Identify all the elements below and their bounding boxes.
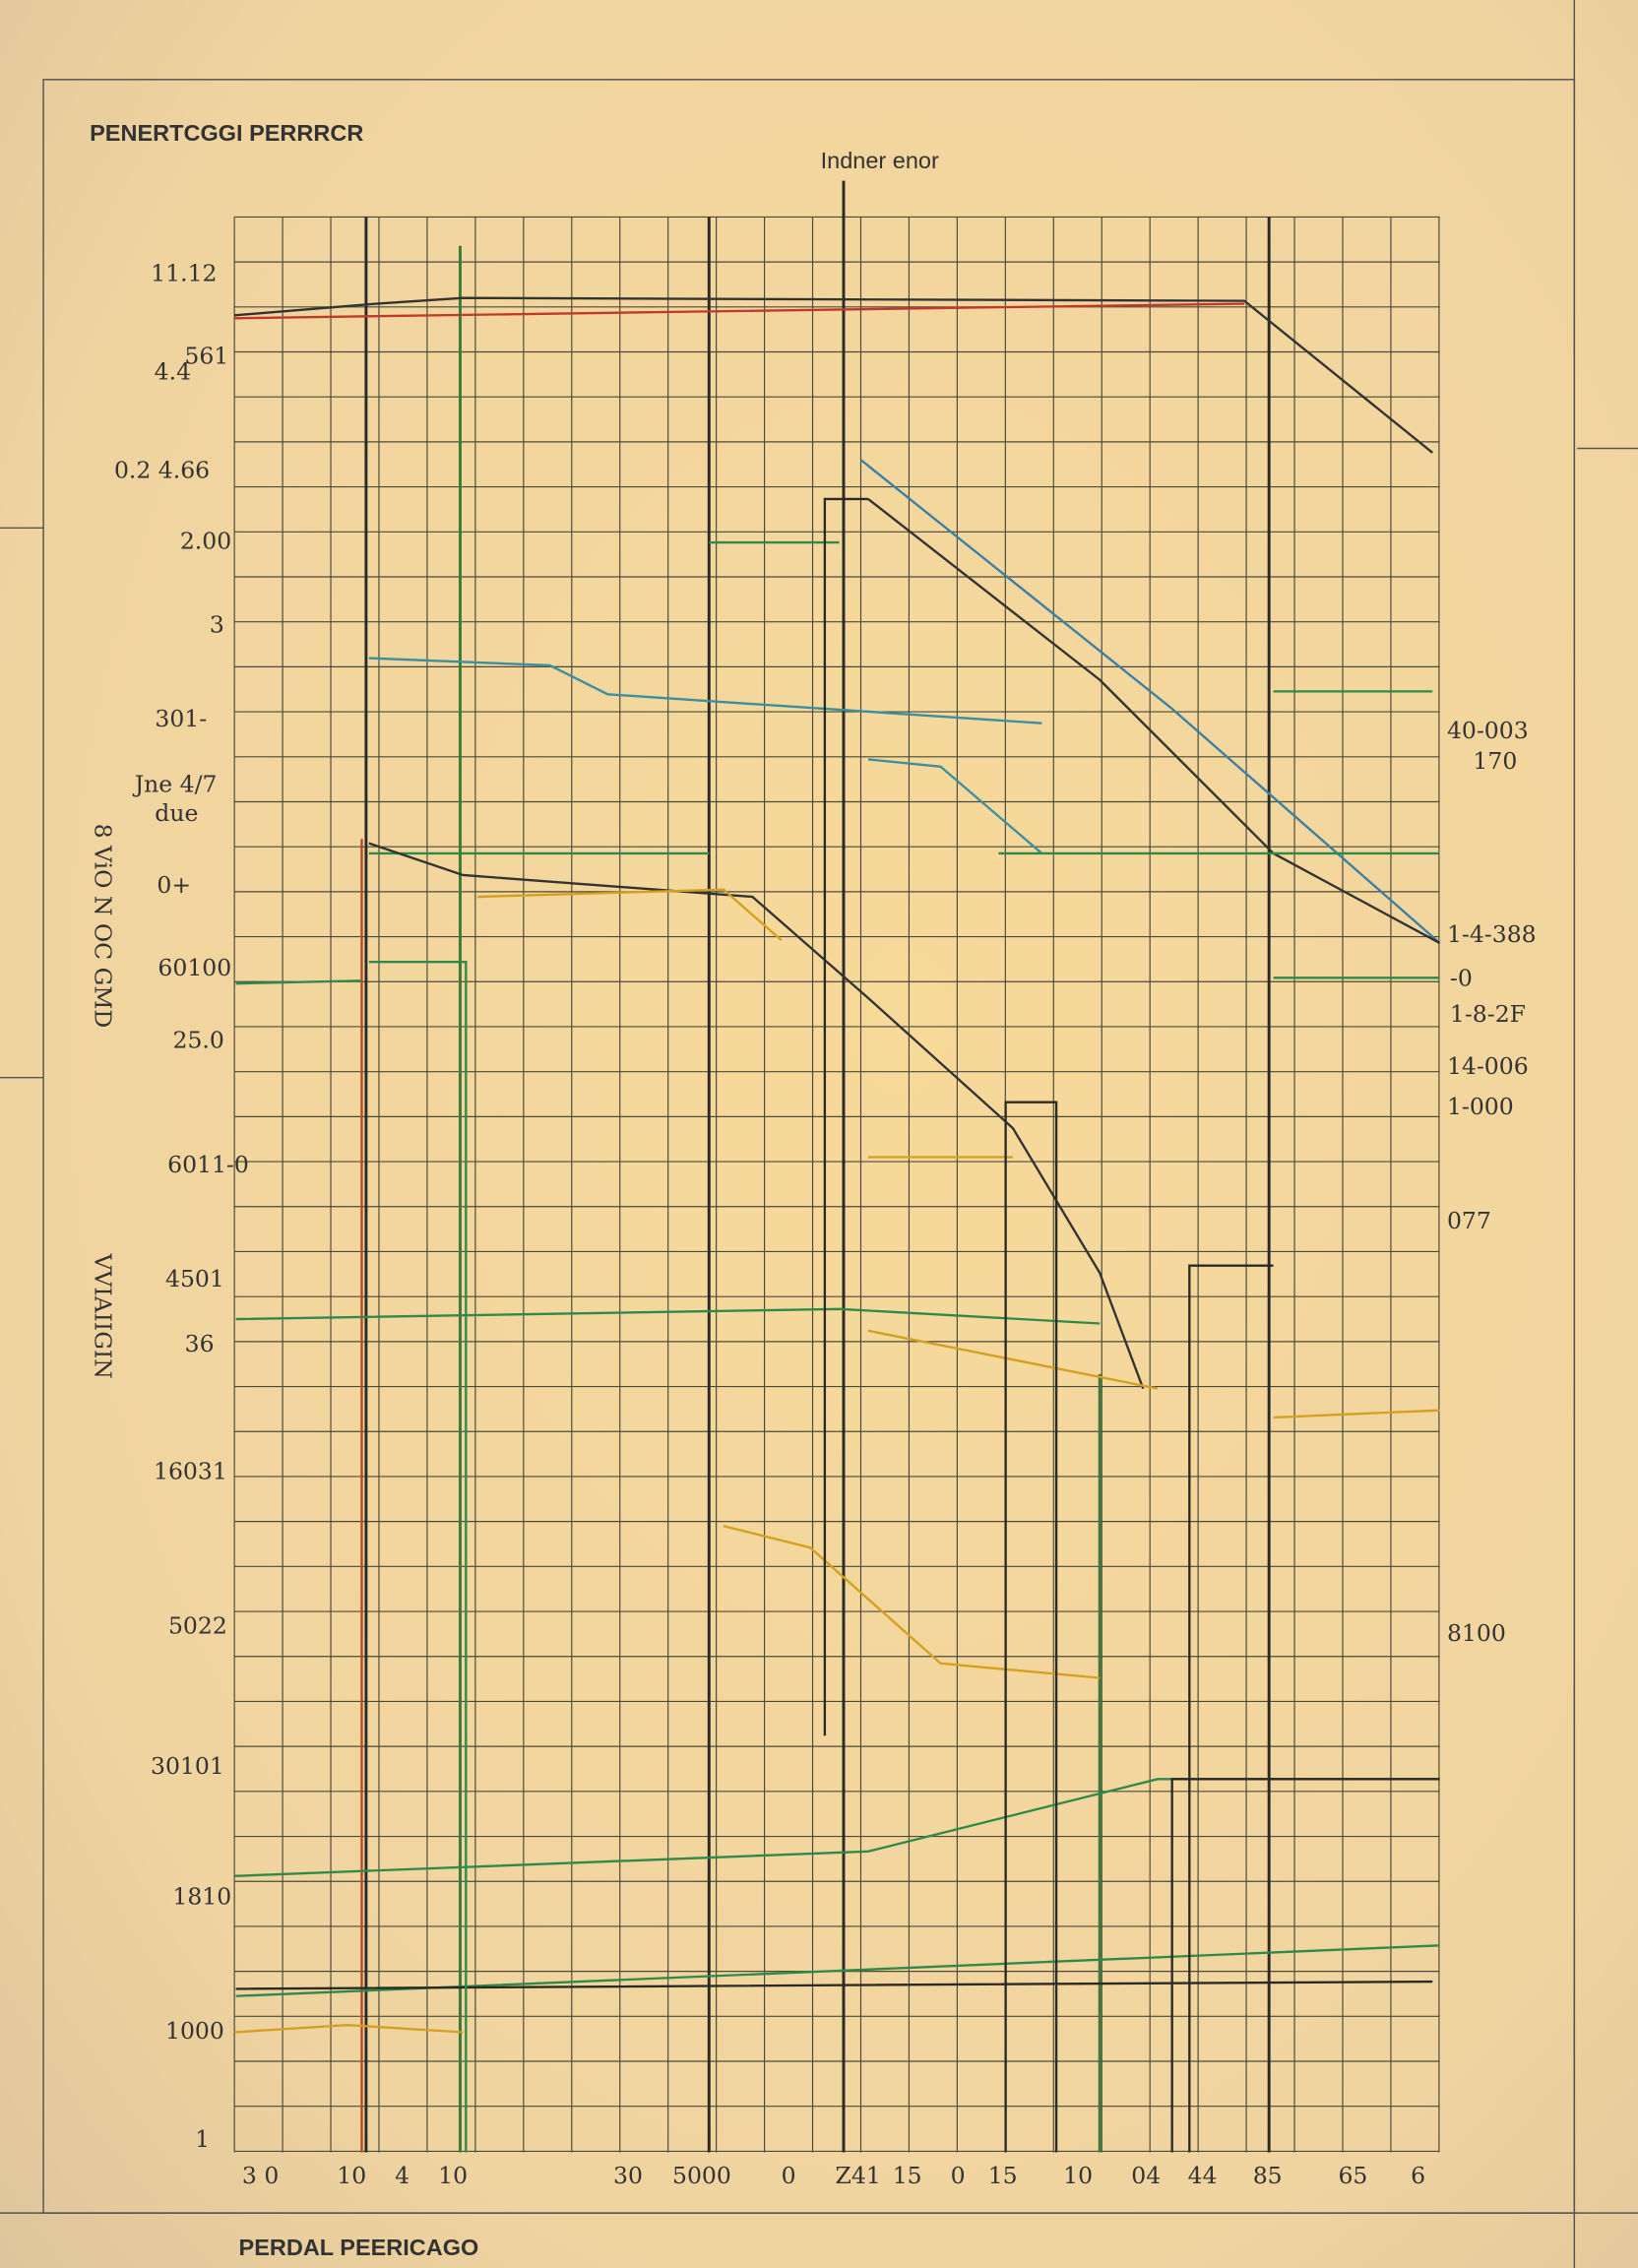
bottom-label: Z41	[836, 2162, 881, 2189]
annotation: Indner enor	[821, 148, 939, 173]
right-label: 077	[1447, 1207, 1491, 1234]
right-label: 1-4-388	[1447, 920, 1537, 948]
right-label: 1-000	[1447, 1093, 1514, 1120]
axis-label: VVIAIIGIN	[89, 1252, 116, 1378]
left-label: 4501	[165, 1265, 224, 1292]
left-label: 60100	[158, 954, 231, 981]
left-label: 3	[210, 611, 224, 639]
left-label: 30101	[151, 1752, 224, 1780]
left-label: 25.0	[173, 1026, 224, 1053]
right-label: 1-8-2F	[1450, 1000, 1526, 1028]
bottom-label: 15	[988, 2162, 1018, 2189]
bottom-label: 04	[1131, 2162, 1161, 2189]
right-label: 14-006	[1447, 1052, 1529, 1080]
left-label: 4.4	[155, 358, 191, 386]
left-label: due	[155, 799, 198, 827]
title: PENERTCGGI PERRRCR	[90, 120, 363, 146]
left-label: 1000	[165, 2017, 224, 2045]
bottom-label: 85	[1253, 2162, 1283, 2189]
left-label: 36	[185, 1330, 215, 1357]
left-label: 6011-0	[167, 1151, 249, 1178]
left-label: 16031	[154, 1457, 227, 1484]
footer: PERDAL PEERICAGO	[239, 2235, 479, 2260]
axis-label: 8 ViO N OC GMD	[89, 824, 116, 1029]
left-label: 0+	[157, 871, 191, 899]
left-label: 2.00	[180, 528, 231, 555]
left-label: 301-	[155, 705, 207, 732]
right-label: 40-003	[1447, 717, 1529, 744]
left-label: 1	[195, 2125, 210, 2153]
right-label: 170	[1473, 747, 1517, 775]
left-label: 0.2 4.66	[114, 457, 210, 484]
left-label: 561	[184, 342, 228, 369]
bottom-label: 4	[395, 2162, 410, 2189]
bottom-label: 10	[438, 2162, 468, 2189]
left-label: 1810	[172, 1882, 231, 1910]
bottom-label: 44	[1188, 2162, 1218, 2189]
bottom-label: 0	[782, 2162, 796, 2189]
left-label: 5022	[168, 1612, 227, 1640]
bottom-label: 5000	[672, 2162, 731, 2189]
bottom-label: 15	[893, 2162, 922, 2189]
right-label: -0	[1450, 964, 1473, 991]
right-label: 8100	[1447, 1619, 1506, 1647]
bottom-label: 0	[951, 2162, 966, 2189]
traces	[234, 180, 1441, 2153]
bottom-label: 65	[1338, 2162, 1367, 2189]
left-label: 11.12	[151, 260, 217, 287]
bottom-label: 10	[1063, 2162, 1093, 2189]
bottom-label: 30	[613, 2162, 643, 2189]
bottom-label: 3 0	[242, 2162, 279, 2189]
left-label: Jne 4/7	[133, 770, 218, 797]
bottom-label: 6	[1411, 2162, 1425, 2189]
bottom-label: 10	[337, 2162, 366, 2189]
